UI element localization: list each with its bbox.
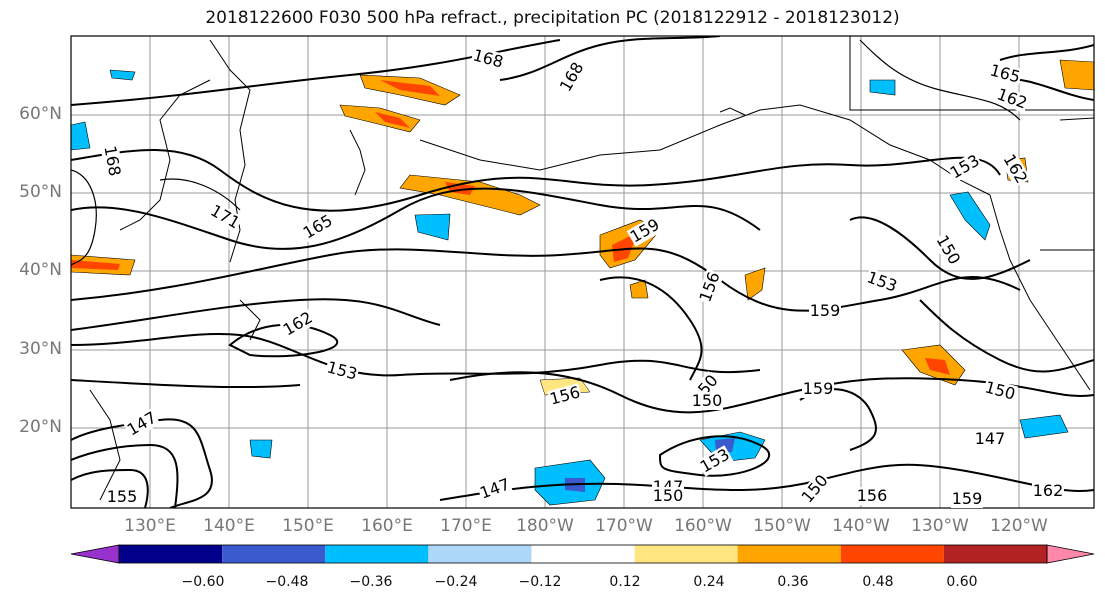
- lon-label: 120°W: [990, 516, 1048, 536]
- thin-contours: [71, 39, 1021, 266]
- colorbar-tick-label: 0.48: [862, 574, 894, 590]
- lat-label: 20°N: [19, 417, 62, 437]
- colorbar-tick-label: 0.60: [946, 574, 978, 590]
- map-panel: [71, 36, 1094, 508]
- colorbar-tick-label: −0.12: [518, 574, 562, 590]
- lon-label: 160°E: [361, 516, 413, 536]
- colorbar-swatch: [840, 545, 944, 563]
- colorbar-tick-label: −0.24: [434, 574, 478, 590]
- colorbar-swatch: [428, 545, 532, 563]
- contour-label: 159: [951, 489, 983, 508]
- lon-label: 130°W: [911, 516, 969, 536]
- lon-label: 150°W: [753, 516, 811, 536]
- lat-label: 30°N: [19, 339, 62, 359]
- colorbar-swatch: [325, 545, 429, 563]
- colorbar-extend-low: [70, 544, 120, 564]
- lon-label: 180°W: [516, 516, 574, 536]
- contour-label: 156: [856, 486, 888, 505]
- lon-label: 140°W: [832, 516, 890, 536]
- chart-title: 2018122600 F030 500 hPa refract., precip…: [205, 8, 900, 28]
- colorbar-swatch: [943, 545, 1047, 563]
- lon-label: 170°E: [440, 516, 492, 536]
- colorbar-swatch: [222, 545, 326, 563]
- lat-label: 50°N: [19, 182, 62, 202]
- lon-label: 140°E: [203, 516, 255, 536]
- colorbar-swatch: [531, 545, 635, 563]
- lon-label: 130°E: [124, 516, 176, 536]
- lat-label: 40°N: [19, 260, 62, 280]
- contour-label: 150: [691, 391, 723, 410]
- contour-label: 147: [974, 429, 1006, 448]
- colorbar-tick-label: −0.36: [349, 574, 393, 590]
- lon-label: 170°W: [595, 516, 653, 536]
- contour-label: 159: [802, 379, 834, 398]
- contour-label: 159: [809, 301, 841, 320]
- colorbar-extend-high: [1046, 544, 1095, 564]
- colorbar-tick-label: −0.60: [181, 574, 225, 590]
- colorbar-tick-label: 0.36: [777, 574, 809, 590]
- map-frame: [70, 35, 1095, 509]
- colorbar: [70, 544, 1095, 564]
- colorbar-tick-label: 0.24: [693, 574, 725, 590]
- contour-label: 155: [106, 487, 138, 506]
- colorbar-tick-label: −0.48: [265, 574, 309, 590]
- lon-label: 150°E: [282, 516, 334, 536]
- precip-shading: [71, 59, 1094, 506]
- contour-label: 162: [1032, 481, 1064, 500]
- contour-label: 150: [652, 486, 684, 505]
- colorbar-swatch: [119, 545, 223, 563]
- lon-label: 160°W: [674, 516, 732, 536]
- colorbar-swatch: [634, 545, 738, 563]
- colorbar-frame: [118, 544, 1048, 564]
- colorbar-swatch: [737, 545, 841, 563]
- colorbar-tick-label: 0.12: [609, 574, 641, 590]
- lat-label: 60°N: [19, 104, 62, 124]
